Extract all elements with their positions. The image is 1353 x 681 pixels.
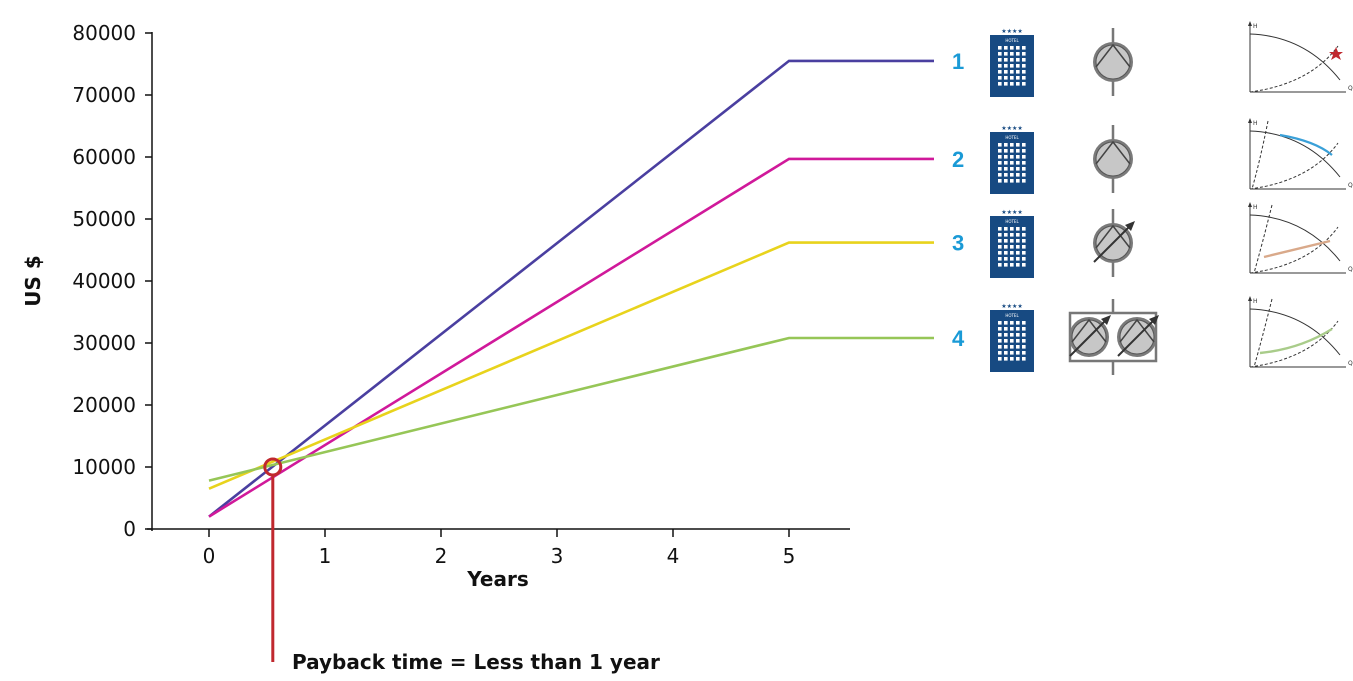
series-number-3: 3 [952, 231, 964, 256]
x-tick-label: 4 [667, 544, 680, 568]
hotel-sign: HOTEL [1005, 135, 1019, 140]
curve-q-label: Q [1348, 182, 1353, 189]
y-tick-label: 20000 [72, 393, 136, 417]
hotel-building-icon: ★★★★ HOTEL [990, 28, 1034, 97]
x-tick-label: 5 [783, 544, 796, 568]
hotel-sign: HOTEL [1005, 313, 1019, 318]
hotel-stars: ★★★★ [1001, 303, 1023, 310]
hotel-stars: ★★★★ [1001, 209, 1023, 216]
x-ticks: 0 1 2 3 4 5 [203, 529, 796, 568]
curve-q-label: Q [1348, 85, 1353, 92]
series-line-2 [208, 157, 934, 518]
hotel-stars: ★★★★ [1001, 28, 1023, 35]
y-tick-label: 50000 [72, 207, 136, 231]
pump-curve-icon: HQ [1248, 21, 1353, 93]
y-tick-label: 60000 [72, 145, 136, 169]
pump-curve-icon: HQ [1248, 296, 1353, 368]
variable-speed-pump-icon [1093, 209, 1135, 277]
curve-q-label: Q [1348, 266, 1353, 273]
hotel-sign: HOTEL [1005, 219, 1019, 224]
series-lines [208, 59, 934, 518]
x-tick-label: 3 [551, 544, 564, 568]
twin-variable-speed-pump-icon [1068, 299, 1159, 375]
pump-curve-icon: HQ [1248, 202, 1353, 274]
series-line-3 [208, 241, 934, 490]
x-tick-label: 1 [319, 544, 332, 568]
payback-annotation: Payback time = Less than 1 year [292, 650, 660, 674]
pump-icon [1093, 125, 1133, 193]
curve-h-label: H [1253, 298, 1258, 305]
curve-h-label: H [1253, 204, 1258, 211]
pump-curve-icon: HQ [1248, 118, 1353, 190]
series-number-1: 1 [952, 49, 964, 74]
series-number-2: 2 [952, 147, 964, 172]
hotel-building-icon: ★★★★ HOTEL [990, 303, 1034, 372]
hotel-stars: ★★★★ [1001, 125, 1023, 132]
y-tick-label: 30000 [72, 331, 136, 355]
pump-icon [1093, 28, 1133, 96]
y-tick-label: 10000 [72, 455, 136, 479]
curve-h-label: H [1253, 120, 1258, 127]
scenario-icons: ★★★★HOTELHQ★★★★HOTELHQ★★★★HOTELHQ★★★★HOT… [990, 21, 1353, 375]
y-tick-label: 0 [123, 517, 136, 541]
series-line-1 [208, 59, 934, 518]
curve-h-label: H [1253, 23, 1258, 30]
y-tick-label: 40000 [72, 269, 136, 293]
y-axis-title: US $ [21, 255, 45, 307]
hotel-sign: HOTEL [1005, 38, 1019, 43]
series-number-4: 4 [952, 326, 965, 351]
y-tick-label: 70000 [72, 83, 136, 107]
x-tick-label: 0 [203, 544, 216, 568]
y-ticks: 0 10000 20000 30000 40000 50000 60000 70000 8000… [72, 21, 152, 541]
x-axis-title: Years [466, 567, 528, 591]
x-tick-label: 2 [435, 544, 448, 568]
payback-marker [263, 457, 283, 662]
payback-circle [263, 457, 283, 477]
hotel-building-icon: ★★★★ HOTEL [990, 125, 1034, 194]
y-tick-label: 80000 [72, 21, 136, 45]
series-line-4 [208, 336, 934, 482]
curve-q-label: Q [1348, 360, 1353, 367]
series-numbers: 1 2 3 4 [952, 49, 965, 351]
hotel-building-icon: ★★★★ HOTEL [990, 209, 1034, 278]
